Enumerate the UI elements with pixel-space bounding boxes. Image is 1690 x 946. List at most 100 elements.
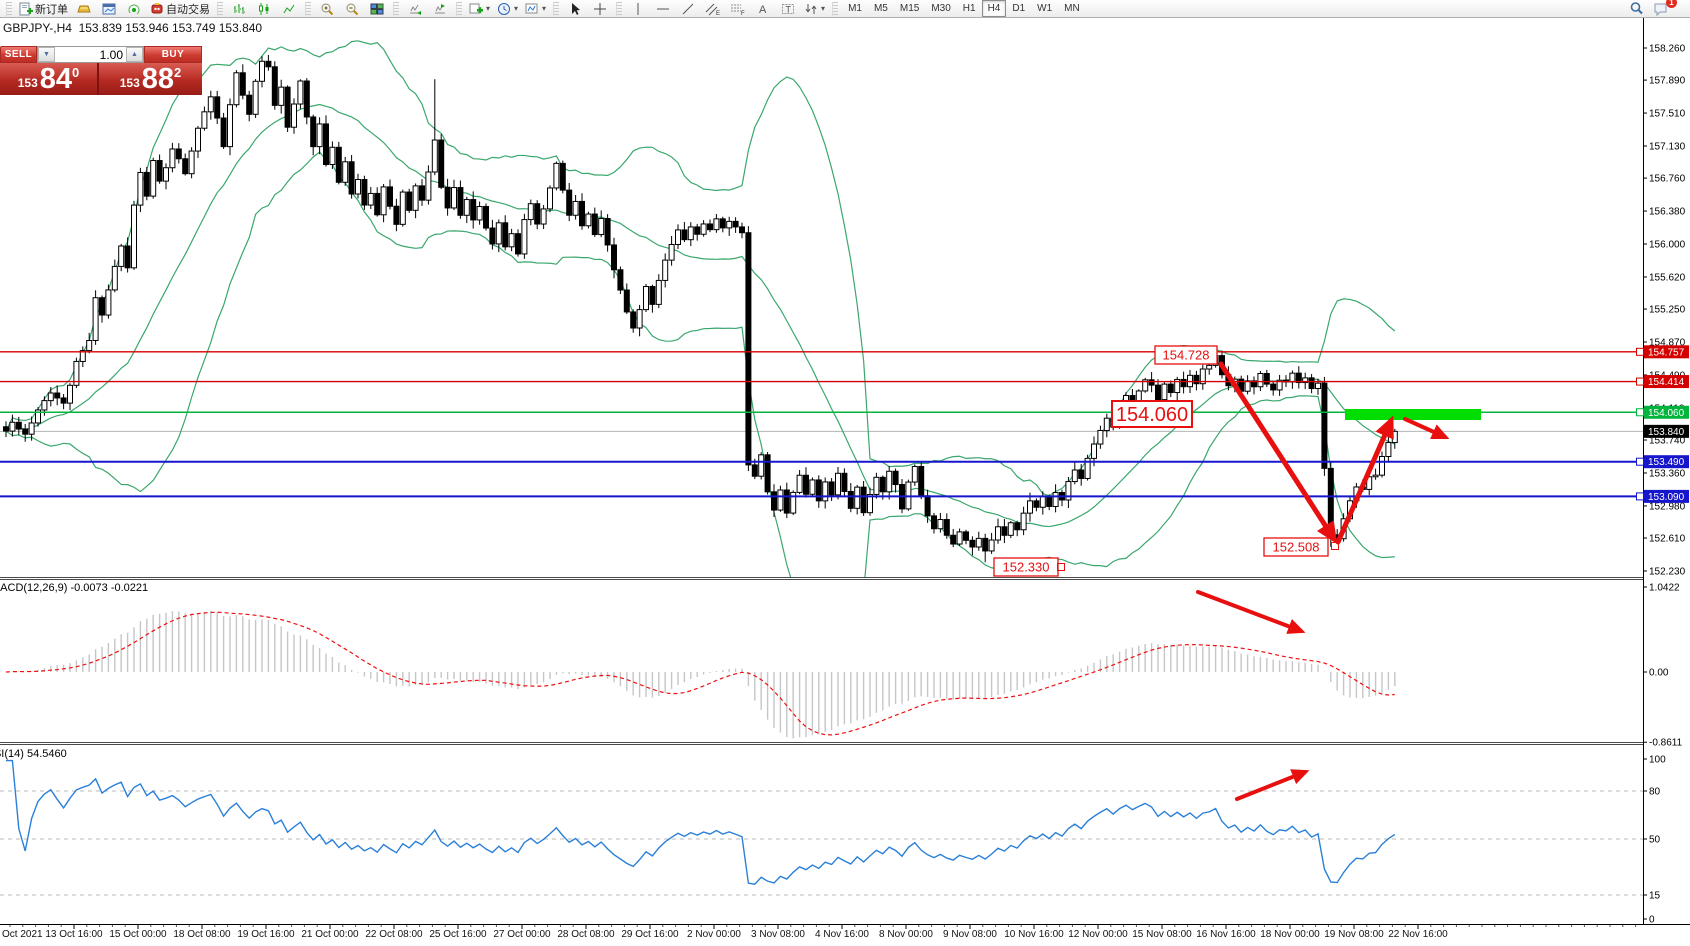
timeframe-D1[interactable]: D1 <box>1006 0 1031 17</box>
trendline-tool[interactable] <box>676 0 700 18</box>
notifications-button[interactable]: 1 <box>1649 0 1673 18</box>
timeframe-H1[interactable]: H1 <box>957 0 982 17</box>
toolbar-grip[interactable] <box>456 2 462 16</box>
zoom-in-button[interactable] <box>315 0 339 18</box>
autotrading-button[interactable]: 自动交易 <box>147 0 213 18</box>
axis-price-tag: 153.840 <box>1644 425 1689 438</box>
price-annotation-label[interactable]: 154.060 <box>1112 401 1192 427</box>
svg-text:21 Oct 00:00: 21 Oct 00:00 <box>301 929 359 940</box>
text-icon: A <box>756 2 770 16</box>
horizontal-line-tool[interactable] <box>651 0 675 18</box>
chevron-down-icon: ▾ <box>486 4 490 13</box>
price-annotation-label[interactable]: 152.508 <box>1264 538 1339 556</box>
auto-scroll-button[interactable] <box>403 0 427 18</box>
line-chart-mode-button[interactable] <box>277 0 301 18</box>
svg-text:100: 100 <box>1649 755 1666 766</box>
supply-zone-rect[interactable] <box>1345 409 1481 420</box>
zoom-out-button[interactable] <box>340 0 364 18</box>
sell-price-display[interactable]: 153 84 0 <box>0 63 97 95</box>
one-click-trading-panel: SELL ▼ 1.00 ▲ BUY 153 84 0 153 88 2 <box>0 46 202 95</box>
timeframe-MN[interactable]: MN <box>1058 0 1086 17</box>
volume-value[interactable]: 1.00 <box>55 47 126 62</box>
period-dropdown[interactable]: ▾ <box>494 0 521 18</box>
chart-shift-button[interactable] <box>428 0 452 18</box>
rsi-label: RSI(14) 54.5460 <box>0 748 67 760</box>
svg-text:50: 50 <box>1649 835 1661 846</box>
buy-price-display[interactable]: 153 88 2 <box>99 63 202 95</box>
add-indicator-dropdown[interactable]: ▾ <box>466 0 493 18</box>
toolbar-grip[interactable] <box>616 2 622 16</box>
timeframe-W1[interactable]: W1 <box>1031 0 1058 17</box>
gold-button[interactable] <box>72 0 96 18</box>
toolbar-grip[interactable] <box>393 2 399 16</box>
template-dropdown[interactable]: ▾ <box>522 0 549 18</box>
auto-scroll-icon <box>408 2 422 16</box>
market-watch-button[interactable] <box>122 0 146 18</box>
new-order-button[interactable]: 新订单 <box>16 0 71 18</box>
tile-windows-button[interactable] <box>365 0 389 18</box>
axis-price-tag: 154.757 <box>1637 345 1690 358</box>
svg-text:0.00: 0.00 <box>1649 668 1669 679</box>
price-axis: 158.260157.890157.510157.130156.760156.3… <box>1637 18 1690 926</box>
candle-chart-mode-button[interactable] <box>252 0 276 18</box>
text-tool[interactable]: A <box>751 0 775 18</box>
svg-text:154.414: 154.414 <box>1648 377 1685 388</box>
toolbar-grip[interactable] <box>553 2 559 16</box>
arrows-dropdown[interactable]: ▾ <box>801 0 828 18</box>
vertical-line-tool[interactable] <box>626 0 650 18</box>
arrows-icon <box>804 2 818 16</box>
svg-text:155.620: 155.620 <box>1649 272 1686 283</box>
chart-window-button[interactable] <box>97 0 121 18</box>
svg-text:25 Oct 16:00: 25 Oct 16:00 <box>429 929 487 940</box>
text-label-tool[interactable]: T <box>776 0 800 18</box>
price-annotation-label[interactable]: 154.728 <box>1155 346 1217 364</box>
svg-text:0: 0 <box>1649 915 1655 926</box>
svg-text:3 Nov 08:00: 3 Nov 08:00 <box>751 929 805 940</box>
toolbar-grip[interactable] <box>217 2 223 16</box>
svg-text:29 Oct 16:00: 29 Oct 16:00 <box>621 929 679 940</box>
svg-text:10 Nov 16:00: 10 Nov 16:00 <box>1004 929 1064 940</box>
bar-chart-mode-button[interactable] <box>227 0 251 18</box>
zoom-out-icon <box>345 2 359 16</box>
timeframe-H4[interactable]: H4 <box>982 0 1007 17</box>
text-label-icon: T <box>781 2 795 16</box>
svg-text:8 Nov 00:00: 8 Nov 00:00 <box>879 929 933 940</box>
zoom-in-icon <box>320 2 334 16</box>
svg-text:152.980: 152.980 <box>1649 501 1686 512</box>
timeframe-M5[interactable]: M5 <box>868 0 894 17</box>
svg-text:-0.8611: -0.8611 <box>1649 738 1683 749</box>
line-chart-icon <box>282 2 296 16</box>
crosshair-tool-button[interactable] <box>588 0 612 18</box>
svg-text:80: 80 <box>1649 787 1661 798</box>
timeframe-M30[interactable]: M30 <box>925 0 956 17</box>
timeframe-M1[interactable]: M1 <box>842 0 868 17</box>
svg-text:2 Nov 00:00: 2 Nov 00:00 <box>687 929 741 940</box>
fibonacci-tool[interactable]: F <box>726 0 750 18</box>
svg-text:153.090: 153.090 <box>1648 492 1685 503</box>
chevron-down-icon: ▾ <box>514 4 518 13</box>
timeframe-M15[interactable]: M15 <box>894 0 925 17</box>
volume-increase-button[interactable]: ▲ <box>126 47 143 62</box>
svg-text:158.260: 158.260 <box>1649 44 1686 55</box>
axis-price-tag: 153.490 <box>1637 455 1690 468</box>
horizontal-line-icon <box>656 2 670 16</box>
search-button[interactable] <box>1624 0 1648 18</box>
cursor-tool-button[interactable] <box>563 0 587 18</box>
equidistant-channel-tool[interactable]: E <box>701 0 725 18</box>
svg-text:152.610: 152.610 <box>1649 534 1686 545</box>
svg-text:152.330: 152.330 <box>1003 560 1050 575</box>
toolbar-grip[interactable] <box>832 2 838 16</box>
svg-text:16 Nov 16:00: 16 Nov 16:00 <box>1196 929 1256 940</box>
toolbar-grip[interactable] <box>6 2 12 16</box>
buy-button[interactable]: BUY <box>144 46 202 63</box>
sell-button[interactable]: SELL <box>0 46 37 63</box>
svg-text:18 Oct 08:00: 18 Oct 08:00 <box>173 929 231 940</box>
volume-decrease-button[interactable]: ▼ <box>38 47 55 62</box>
svg-text:156.760: 156.760 <box>1649 174 1686 185</box>
price-annotation-label[interactable]: 152.330 <box>994 558 1065 576</box>
chart-shift-icon <box>433 2 447 16</box>
toolbar-grip[interactable] <box>305 2 311 16</box>
